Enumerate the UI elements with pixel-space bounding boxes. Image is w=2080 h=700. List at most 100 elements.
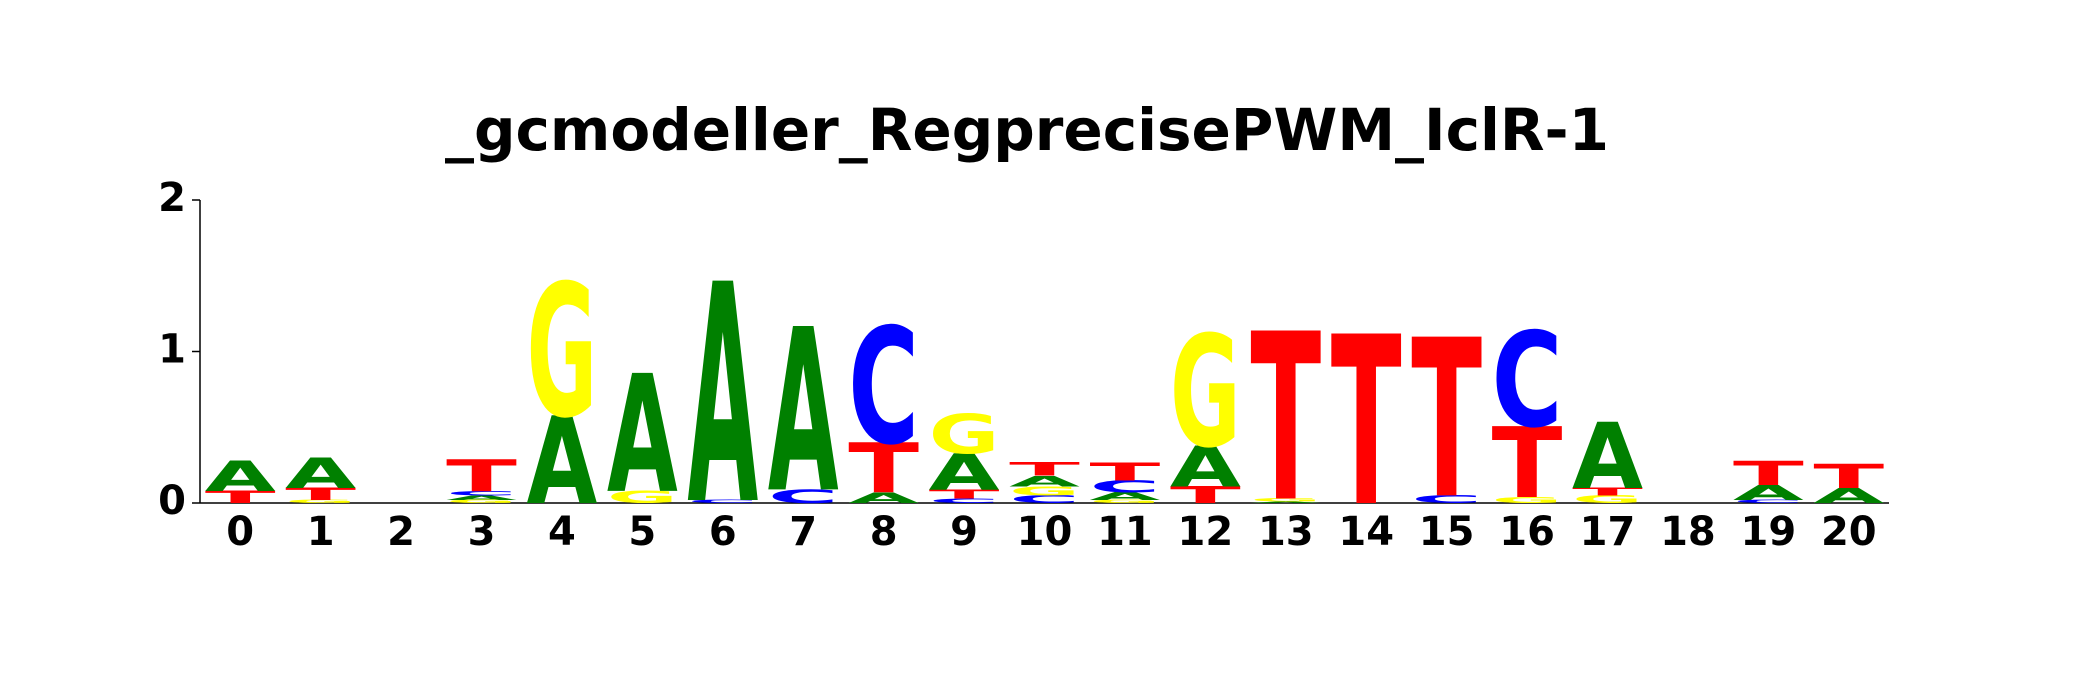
letter: C xyxy=(768,486,839,508)
letter: T xyxy=(1492,407,1563,521)
letter: C xyxy=(1492,306,1563,458)
letter-group: T xyxy=(1492,407,1563,521)
letter: T xyxy=(1170,482,1242,508)
letter-group: C xyxy=(1009,493,1080,505)
letter-group: T xyxy=(1009,458,1080,480)
letter: A xyxy=(1813,484,1884,508)
letter-group: G xyxy=(1572,493,1643,505)
letter-group: A xyxy=(1733,481,1804,505)
x-tick-label: 2 xyxy=(387,509,415,555)
letter-group: G xyxy=(607,487,678,506)
y-tick-label: 2 xyxy=(158,175,186,221)
letter-group: C xyxy=(1733,499,1804,504)
letter-group: A xyxy=(607,340,678,529)
letter: C xyxy=(1733,499,1804,504)
letter-group: A xyxy=(768,281,839,542)
letter-group: C xyxy=(848,295,919,481)
letter-group: A xyxy=(1090,490,1161,502)
letter: A xyxy=(1572,403,1643,510)
letter: A xyxy=(1733,481,1804,505)
x-tick-label: 16 xyxy=(1499,509,1555,555)
letter-group: G xyxy=(285,499,356,504)
letter-group: A xyxy=(848,490,919,507)
x-tick-label: 19 xyxy=(1741,509,1797,555)
letter-group: C xyxy=(768,486,839,508)
letter: A xyxy=(607,340,678,529)
letter: T xyxy=(1331,289,1402,559)
letter-group: T xyxy=(285,484,356,503)
letter: A xyxy=(1009,473,1080,490)
letter: T xyxy=(1411,294,1482,547)
letter-group: T xyxy=(1331,289,1402,559)
letter: G xyxy=(1250,498,1321,503)
letter: T xyxy=(285,484,356,503)
letter-group: G xyxy=(1170,303,1241,482)
letter: C xyxy=(687,499,758,504)
x-tick-label: 0 xyxy=(226,509,254,555)
letter-group: G xyxy=(1090,499,1161,504)
letter-group: G xyxy=(929,403,1000,466)
letter-group: C xyxy=(1411,493,1482,505)
letter-group: A xyxy=(1572,403,1643,510)
letter-group: T xyxy=(205,487,276,506)
letter-group: T xyxy=(1411,294,1482,547)
x-tick-label: 17 xyxy=(1580,509,1636,555)
letter: A xyxy=(848,490,919,507)
letter: A xyxy=(285,450,356,498)
x-tick-label: 11 xyxy=(1097,509,1153,555)
letter-group: A xyxy=(687,221,758,571)
x-tick-label: 18 xyxy=(1660,509,1716,555)
x-tick-label: 15 xyxy=(1419,509,1475,555)
x-tick-label: 10 xyxy=(1017,509,1073,555)
letter-group: A xyxy=(1250,501,1321,503)
letter-group: A xyxy=(285,450,356,498)
letter: T xyxy=(205,487,276,506)
letter: T xyxy=(1090,457,1161,486)
letter: G xyxy=(607,487,678,506)
letter: A xyxy=(446,494,517,501)
letter-group: G xyxy=(1250,498,1321,503)
x-tick-label: 12 xyxy=(1178,509,1234,555)
letter: T xyxy=(929,487,1000,502)
y-tick-label: 1 xyxy=(158,327,186,373)
x-tick-label: 9 xyxy=(950,509,978,555)
x-tick-label: 13 xyxy=(1258,509,1314,555)
letter-group: C xyxy=(446,490,517,497)
letter-group: T xyxy=(929,487,1000,502)
letter-group: A xyxy=(1009,473,1080,490)
letter: T xyxy=(1009,458,1080,480)
letter: T xyxy=(848,429,919,509)
x-tick-label: 5 xyxy=(628,509,656,555)
letter-group: C xyxy=(1090,477,1161,496)
letter: A xyxy=(527,392,598,532)
x-tick-label: 7 xyxy=(789,509,817,555)
letter-group: G xyxy=(1009,484,1080,499)
letter: C xyxy=(848,295,919,481)
letter: T xyxy=(1733,454,1804,493)
x-tick-label: 6 xyxy=(709,509,737,555)
letter: T xyxy=(1572,486,1644,498)
letter: G xyxy=(1572,493,1643,505)
letter: G xyxy=(1170,303,1241,482)
letter-group: T xyxy=(1250,284,1321,553)
letter: G xyxy=(527,245,598,458)
letter-group: T xyxy=(1572,486,1644,498)
letter: T xyxy=(446,451,517,502)
letter-group: G xyxy=(527,245,598,458)
letter: A xyxy=(929,443,1000,501)
letter-group: A xyxy=(1813,484,1884,508)
chart-title: _gcmodeller_RegprecisePWM_IclR-1 xyxy=(445,96,1609,164)
letter-group: G xyxy=(446,499,517,504)
letter-group: C xyxy=(1492,306,1563,458)
x-tick-label: 3 xyxy=(468,509,496,555)
x-tick-label: 4 xyxy=(548,509,576,555)
letter: G xyxy=(1090,499,1161,504)
letter-group: A xyxy=(527,392,598,532)
letter: C xyxy=(446,490,517,497)
letter: C xyxy=(929,497,1000,504)
letter-group: T xyxy=(1170,482,1242,508)
letter: C xyxy=(1090,477,1161,496)
letter: G xyxy=(929,403,1000,466)
